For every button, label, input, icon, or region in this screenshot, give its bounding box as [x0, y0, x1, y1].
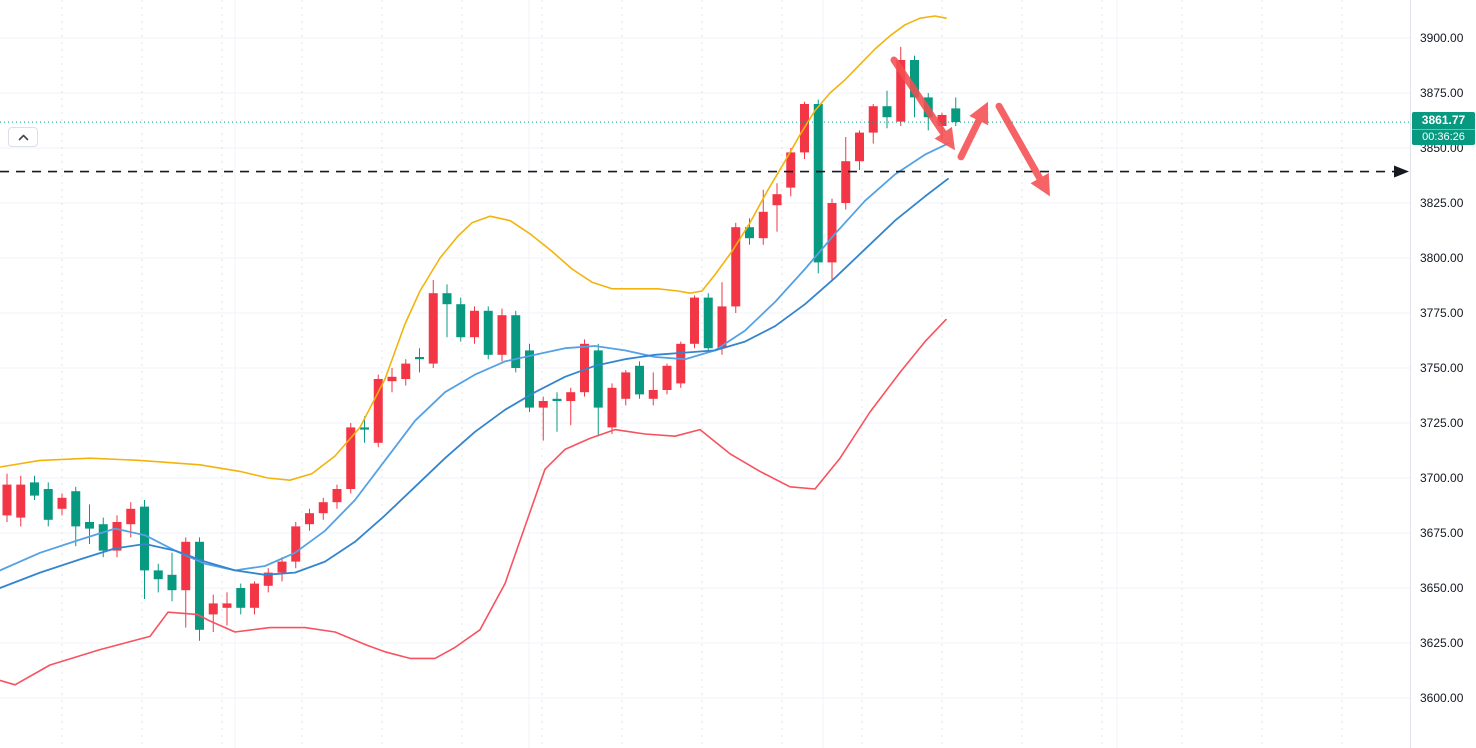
- candle: [318, 497, 328, 520]
- candle: [167, 552, 177, 602]
- candle: [882, 90, 892, 129]
- candle: [30, 475, 39, 500]
- candle: [16, 475, 26, 527]
- candle: [415, 348, 424, 373]
- candle: [373, 374, 383, 448]
- chevron-up-icon: [18, 134, 29, 141]
- forecast-arrow-drawing[interactable]: [995, 102, 1050, 197]
- candle: [305, 508, 314, 531]
- candle: [855, 130, 864, 170]
- price-tick-label: 3775.00: [1420, 306, 1464, 320]
- candle: [703, 293, 713, 353]
- candle: [593, 343, 603, 437]
- price-tick-label: 3600.00: [1420, 691, 1464, 705]
- horizontal-arrow-head: [1394, 165, 1409, 178]
- price-tick-label: 3875.00: [1420, 86, 1464, 100]
- collapse-toolbar-button[interactable]: [8, 127, 38, 147]
- forecast-arrow-drawing[interactable]: [890, 56, 955, 151]
- candle: [208, 594, 218, 632]
- price-tick-label: 3650.00: [1420, 581, 1464, 595]
- price-axis[interactable]: 3861.77 00:36:26 3900.00 3875.00 3850.00 38…: [1410, 0, 1476, 748]
- candle: [800, 101, 809, 159]
- candle: [263, 568, 273, 593]
- chart-pane[interactable]: [0, 0, 1410, 748]
- candle: [43, 482, 53, 527]
- price-tick-label: 3675.00: [1420, 526, 1464, 540]
- bollinger-lower-line: [0, 318, 947, 686]
- candle: [57, 493, 67, 516]
- candle: [71, 486, 81, 547]
- candle: [538, 396, 548, 441]
- candle: [772, 183, 782, 232]
- candle: [841, 137, 851, 210]
- candle: [2, 473, 12, 522]
- candle: [827, 198, 837, 280]
- price-tick-label: 3625.00: [1420, 636, 1464, 650]
- price-tick-label: 3800.00: [1420, 251, 1464, 265]
- candle: [112, 515, 122, 558]
- candle: [360, 416, 369, 443]
- grid-layer: [0, 0, 1410, 748]
- candle: [580, 339, 589, 397]
- chart-canvas[interactable]: [0, 0, 1410, 748]
- candle: [153, 563, 163, 593]
- candle: [511, 310, 521, 373]
- forecast-arrow-drawing[interactable]: [957, 101, 989, 161]
- candle: [222, 592, 232, 626]
- candles-layer: [2, 46, 961, 641]
- candle: [401, 359, 411, 386]
- candle: [951, 97, 961, 126]
- candle: [483, 306, 493, 360]
- candle: [456, 297, 466, 342]
- candle: [648, 372, 658, 406]
- bar-countdown: 00:36:26: [1412, 129, 1475, 145]
- candle: [552, 392, 562, 432]
- candle: [676, 341, 686, 388]
- candle: [662, 363, 672, 395]
- candle: [525, 343, 534, 412]
- candle: [140, 500, 149, 599]
- candle: [868, 104, 878, 144]
- candle: [277, 557, 287, 582]
- candle: [717, 282, 727, 355]
- candle: [250, 581, 259, 615]
- candle: [635, 361, 644, 399]
- last-price-label: 3861.77 00:36:26: [1412, 112, 1475, 146]
- candle: [813, 99, 823, 274]
- candle: [181, 537, 191, 628]
- candle: [332, 484, 342, 509]
- candle: [470, 306, 479, 344]
- candle: [98, 517, 108, 558]
- price-tick-label: 3700.00: [1420, 471, 1464, 485]
- bollinger-upper-line: [0, 15, 947, 482]
- price-tick-label: 3825.00: [1420, 196, 1464, 210]
- ma-slow-line: [0, 177, 949, 589]
- candle: [236, 583, 246, 615]
- price-tick-label: 3725.00: [1420, 416, 1464, 430]
- candle: [428, 280, 438, 368]
- candle: [896, 46, 906, 126]
- candle: [387, 368, 397, 393]
- price-tick-label: 3900.00: [1420, 31, 1464, 45]
- candle: [607, 383, 617, 434]
- candle: [442, 284, 452, 338]
- price-tick-label: 3750.00: [1420, 361, 1464, 375]
- candle: [195, 537, 204, 641]
- candle: [690, 295, 699, 349]
- candle: [566, 387, 576, 426]
- candle: [346, 423, 356, 494]
- candle: [291, 522, 301, 569]
- candle: [621, 370, 631, 406]
- candle: [731, 222, 741, 313]
- last-price-value: 3861.77: [1421, 113, 1466, 128]
- candle: [497, 308, 507, 362]
